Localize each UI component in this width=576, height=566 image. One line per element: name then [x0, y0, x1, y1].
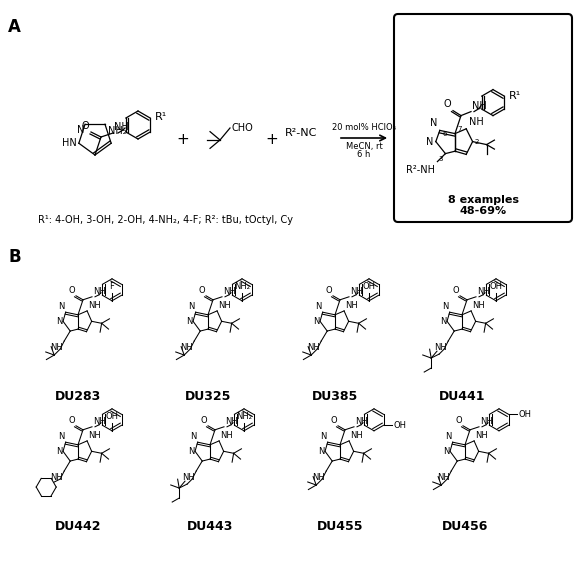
Text: N: N	[430, 118, 438, 128]
Text: NH: NH	[88, 431, 101, 440]
Text: OH: OH	[490, 282, 502, 291]
Text: O: O	[456, 416, 462, 425]
Text: DU325: DU325	[185, 390, 231, 403]
Text: F: F	[109, 282, 115, 291]
Text: NH: NH	[472, 101, 487, 110]
Text: 20 mol% HClO₄: 20 mol% HClO₄	[332, 123, 396, 132]
Text: N: N	[77, 125, 84, 135]
Text: N: N	[58, 432, 65, 441]
Text: O: O	[452, 286, 459, 295]
Text: NH: NH	[93, 287, 106, 296]
Text: N: N	[56, 317, 62, 326]
Text: O: O	[331, 416, 337, 425]
Text: NH: NH	[469, 117, 484, 127]
Text: N: N	[442, 302, 449, 311]
Text: NH: NH	[308, 343, 320, 352]
Text: 7: 7	[457, 126, 461, 132]
Text: NH: NH	[345, 301, 358, 310]
Text: 3: 3	[439, 156, 444, 162]
Text: N: N	[315, 302, 321, 311]
Text: NH: NH	[218, 301, 231, 310]
Text: O: O	[69, 286, 75, 295]
Text: 48-69%: 48-69%	[460, 206, 506, 216]
Text: 6 h: 6 h	[357, 150, 371, 159]
Text: NH: NH	[114, 122, 129, 132]
Text: OH: OH	[518, 410, 532, 419]
Text: N: N	[445, 432, 452, 441]
Text: 8 examples: 8 examples	[448, 195, 518, 205]
Text: 2: 2	[475, 139, 479, 144]
Text: N: N	[443, 447, 449, 456]
Text: O: O	[444, 98, 451, 109]
Text: O: O	[81, 121, 89, 131]
FancyBboxPatch shape	[394, 14, 572, 222]
Text: N: N	[439, 317, 446, 326]
Text: NH: NH	[480, 417, 492, 426]
Text: OH: OH	[362, 282, 376, 291]
Text: N: N	[188, 302, 195, 311]
Text: N: N	[318, 447, 324, 456]
Text: R¹: R¹	[155, 112, 167, 122]
Text: O: O	[69, 416, 75, 425]
Text: NH: NH	[350, 431, 363, 440]
Text: O: O	[200, 416, 207, 425]
Text: NH: NH	[223, 287, 236, 296]
Text: NH: NH	[475, 431, 488, 440]
Text: N: N	[185, 317, 192, 326]
Text: R²-NC: R²-NC	[285, 128, 317, 138]
Text: N: N	[188, 447, 194, 456]
Text: NH: NH	[183, 473, 195, 482]
Text: A: A	[8, 18, 21, 36]
Text: B: B	[8, 248, 21, 266]
Text: N: N	[56, 447, 62, 456]
Text: NH: NH	[477, 287, 490, 296]
Text: N: N	[320, 432, 327, 441]
Text: OH: OH	[393, 421, 407, 430]
Text: NH: NH	[180, 343, 193, 352]
Text: NH₂: NH₂	[236, 412, 252, 421]
Text: MeCN, rt: MeCN, rt	[346, 142, 382, 151]
Text: NH: NH	[93, 417, 106, 426]
Text: N: N	[426, 136, 434, 147]
Text: CHO: CHO	[232, 123, 254, 133]
Text: DU385: DU385	[312, 390, 358, 403]
Text: NH: NH	[437, 473, 450, 482]
Text: R¹: 4-OH, 3-OH, 2-OH, 4-NH₂, 4-F; R²: tBu, tOctyl, Cy: R¹: 4-OH, 3-OH, 2-OH, 4-NH₂, 4-F; R²: tB…	[38, 215, 293, 225]
Text: NH₂: NH₂	[234, 282, 250, 291]
Text: DU456: DU456	[442, 520, 488, 533]
Text: DU441: DU441	[439, 390, 485, 403]
Text: NH: NH	[225, 417, 238, 426]
Text: HN: HN	[62, 138, 77, 148]
Text: R²-NH: R²-NH	[407, 165, 435, 174]
Text: NH: NH	[312, 473, 325, 482]
Text: NH: NH	[355, 417, 367, 426]
Text: NH: NH	[51, 473, 63, 482]
Text: NH: NH	[350, 287, 363, 296]
Text: NH: NH	[51, 343, 63, 352]
Text: O: O	[325, 286, 332, 295]
Text: +: +	[266, 132, 278, 148]
Text: DU442: DU442	[55, 520, 101, 533]
Text: N: N	[313, 317, 319, 326]
Text: NH: NH	[434, 343, 447, 352]
Text: O: O	[198, 286, 205, 295]
Text: NH₂: NH₂	[108, 126, 127, 136]
Text: DU455: DU455	[317, 520, 363, 533]
Text: DU283: DU283	[55, 390, 101, 403]
Text: OH: OH	[105, 412, 119, 421]
Text: N: N	[58, 302, 65, 311]
Text: DU443: DU443	[187, 520, 233, 533]
Text: NH: NH	[220, 431, 233, 440]
Text: NH: NH	[472, 301, 485, 310]
Text: +: +	[177, 132, 190, 148]
Text: N: N	[190, 432, 196, 441]
Text: R¹: R¹	[509, 91, 521, 101]
Text: 6: 6	[443, 131, 448, 138]
Text: NH: NH	[88, 301, 101, 310]
